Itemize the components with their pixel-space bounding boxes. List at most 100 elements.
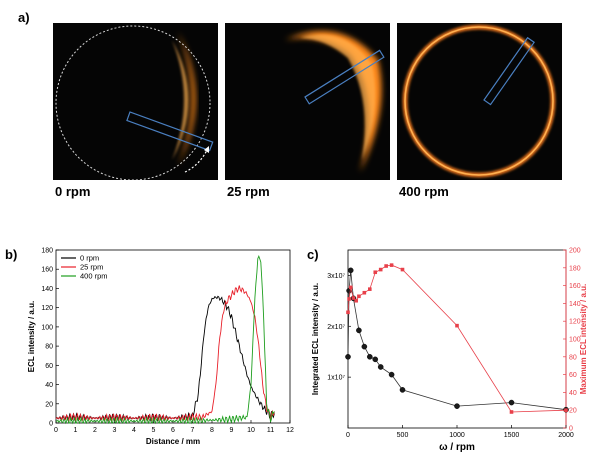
integrated-point [356,327,362,334]
roi-rectangle [483,36,535,106]
ecl-image-0rpm [53,23,218,180]
x-tick-label: 11 [267,427,274,434]
y2-tick-label: 0 [569,426,573,433]
maximum-point [400,267,405,272]
y2-tick-label: 120 [569,319,581,326]
y-tick-label: 100 [41,324,53,331]
chart-c: 0 500 1000 1500 2000 1x10⁷ 2x10⁷ 3x10⁷ 0 20 40 60 80… [311,248,588,454]
y-tick-label: 1x10⁷ [327,375,345,382]
x-tick-label: 7 [191,427,195,434]
ecl-glow-core [172,40,189,160]
x-tick-label: 1000 [449,432,465,439]
integrated-point [454,403,460,409]
x-tick-label: 500 [397,432,409,439]
x-tick-label: 5 [152,427,156,434]
roi-rectangle [126,111,214,152]
image-background [53,23,218,180]
x-tick-label: 8 [210,427,214,434]
ecl-glow-crescent [178,32,196,165]
x-tick-label: 0 [54,427,58,434]
y-tick-label: 20 [45,401,53,408]
maximum-point [357,294,361,299]
x-tick-label: 1500 [504,432,520,439]
image-background [397,23,562,180]
y-axis-title: ECL intensity / a.u. [27,301,36,372]
panel-c-label: c) [307,247,319,262]
x-tick-label: 4 [132,427,136,434]
integrated-point [366,353,373,360]
y2-axis-title: Maximum ECL intensity / a.u. [579,284,588,395]
y-tick-label: 60 [45,363,53,370]
maximum-point [455,323,459,328]
y2-tick-label: 200 [569,248,581,255]
panel-b-label: b) [5,247,17,262]
y-axis-title: Integrated ECL intensity / a.u. [311,283,320,395]
y-tick-label: 120 [41,305,53,312]
rotation-arrow [184,147,209,173]
maximum-point [389,263,394,267]
integrated-point [399,387,406,393]
integrated-series-line [347,270,567,411]
series-line [55,285,275,423]
y2-tick-label: 80 [569,354,577,361]
rotation-arrow-head [204,146,209,153]
legend-label: 0 rpm [80,254,99,263]
integrated-point [372,356,379,363]
x-tick-label: 6 [171,427,175,434]
y-tick-label: 2x10⁷ [327,324,345,331]
maximum-point [351,296,356,300]
y2-tick-label: 40 [569,390,577,397]
y-tick-label: 180 [41,248,53,255]
rpm-label-25: 25 rpm [227,184,270,199]
maximum-point [509,410,514,414]
x-tick-label: 12 [286,427,294,434]
chart-b: 0 1 2 3 4 5 6 7 8 9 10 11 12020406080100120140160180… [27,248,294,447]
ecl-ring-core [404,26,554,176]
rpm-label-0: 0 rpm [55,184,90,199]
maximum-point [354,298,358,303]
integrated-point [347,267,354,274]
integrated-point [388,371,395,378]
integrated-point [508,399,515,406]
roi-rectangle [304,49,385,105]
y-tick-label: 0 [49,421,53,428]
y2-tick-label: 140 [569,301,581,308]
rpm-label-400: 400 rpm [399,184,449,199]
y-tick-label: 40 [45,382,53,389]
maximum-point [384,264,388,268]
maximum-point [373,270,378,275]
y-tick-label: 160 [41,267,53,274]
y2-tick-label: 20 [569,408,577,415]
y2-tick-label: 100 [569,337,581,344]
maximum-point [347,297,351,301]
integrated-point [377,364,384,370]
x-tick-label: 9 [230,427,234,434]
x-tick-label: 2 [93,427,97,434]
x-tick-label: 10 [247,427,255,434]
maximum-point [378,267,383,272]
y2-tick-label: 160 [569,283,581,290]
x-tick-label: 0 [346,432,350,439]
x-tick-label: 3 [113,427,117,434]
maximum-series-line [347,264,567,413]
ecl-glow-core [300,34,376,160]
x-tick-label: 1 [74,427,78,434]
x-axis-title: ω / rpm [439,442,475,453]
legend-label: 400 rpm [80,272,108,281]
maximum-point [362,290,367,295]
maximum-point [564,408,568,412]
ecl-image-25rpm [225,23,390,180]
y-tick-label: 3x10⁷ [327,273,345,280]
y-tick-label: 80 [45,344,53,351]
panel-a-label: a) [18,10,30,25]
legend-label: 25 rpm [80,263,103,272]
integrated-point [345,353,351,360]
y-tick-label: 140 [41,286,53,293]
y2-tick-label: 180 [569,265,581,272]
electrode-outline [55,25,211,180]
maximum-point [348,285,353,290]
x-axis-title: Distance / mm [146,437,200,446]
ecl-image-400rpm [397,23,562,180]
x-tick-label: 2000 [558,432,574,439]
